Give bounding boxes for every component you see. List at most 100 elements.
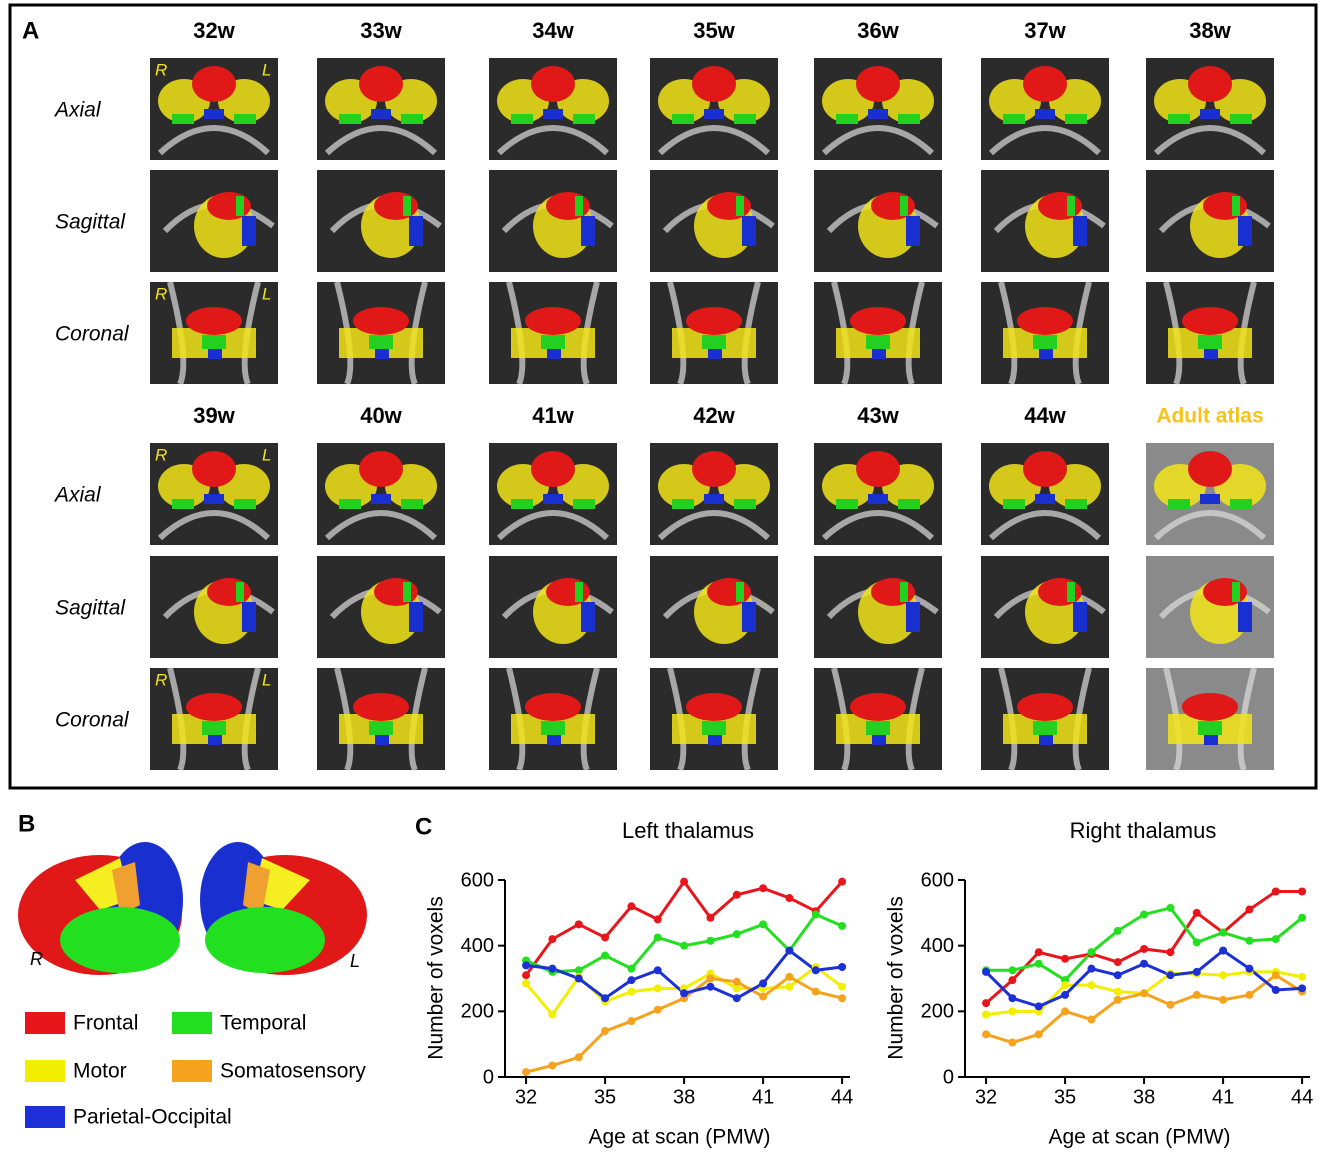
data-point [1219, 996, 1227, 1004]
region [172, 114, 194, 124]
legend-label: Temporal [220, 1012, 306, 1035]
legend-swatch [172, 1060, 212, 1082]
data-point [548, 965, 556, 973]
brain-slice [317, 282, 445, 384]
brain-slice [1146, 668, 1274, 770]
y-tick-label: 0 [943, 1066, 954, 1088]
orientation-label: L [262, 60, 271, 79]
region [541, 721, 565, 735]
region [353, 307, 409, 335]
region [207, 578, 251, 606]
data-point [522, 979, 530, 987]
region [339, 114, 361, 124]
data-point [706, 914, 714, 922]
region [704, 109, 724, 119]
region [702, 721, 726, 735]
brain-slice [150, 443, 278, 545]
data-point [1272, 887, 1280, 895]
data-point [1061, 991, 1069, 999]
data-point [838, 983, 846, 991]
brain-slice [317, 443, 445, 545]
data-point [1114, 988, 1122, 996]
week-label: 40w [360, 403, 402, 428]
region [1023, 66, 1067, 102]
region [401, 114, 423, 124]
region [1204, 735, 1218, 745]
region [707, 578, 751, 606]
region [734, 499, 756, 509]
region [1232, 582, 1240, 602]
data-point [1114, 927, 1122, 935]
data-point [1087, 981, 1095, 989]
x-tick-label: 38 [673, 1086, 695, 1108]
data-point [522, 1068, 530, 1076]
brain-slice [814, 556, 942, 658]
data-point [680, 989, 688, 997]
region [702, 335, 726, 349]
region [836, 114, 858, 124]
region [234, 499, 256, 509]
brain-slice [1146, 170, 1274, 272]
data-point [982, 1011, 990, 1019]
y-tick-label: 200 [921, 1001, 954, 1023]
week-label: 39w [193, 403, 235, 428]
region [1067, 196, 1075, 216]
data-point [1298, 984, 1306, 992]
region [1200, 494, 1220, 504]
data-point [838, 878, 846, 886]
region [1182, 693, 1238, 721]
region [531, 451, 575, 487]
region [541, 335, 565, 349]
data-point [1166, 904, 1174, 912]
series-line [986, 908, 1302, 980]
data-point [1193, 968, 1201, 976]
region [868, 109, 888, 119]
data-point [733, 891, 741, 899]
region [511, 114, 533, 124]
region [575, 582, 583, 602]
data-point [759, 993, 767, 1001]
region [871, 192, 915, 220]
y-tick-label: 600 [461, 869, 494, 891]
data-point [982, 968, 990, 976]
region [898, 499, 920, 509]
data-point [812, 988, 820, 996]
region [692, 451, 736, 487]
data-point [654, 933, 662, 941]
legend-label: Parietal-Occipital [73, 1106, 232, 1129]
data-point [548, 1062, 556, 1070]
region [1198, 335, 1222, 349]
data-point [1114, 996, 1122, 1004]
data-point [601, 952, 609, 960]
region [1073, 602, 1087, 632]
region [192, 66, 236, 102]
region [1033, 335, 1057, 349]
region [1038, 192, 1082, 220]
data-point [1193, 938, 1201, 946]
legend-swatch [25, 1012, 65, 1034]
brain-slice [650, 170, 778, 272]
y-tick-label: 0 [483, 1066, 494, 1088]
week-label: 32w [193, 18, 235, 43]
region [511, 499, 533, 509]
region [186, 307, 242, 335]
region [898, 114, 920, 124]
region [546, 578, 590, 606]
region [1200, 109, 1220, 119]
region [403, 196, 411, 216]
data-point [1298, 914, 1306, 922]
region [234, 114, 256, 124]
x-tick-label: 41 [1212, 1086, 1234, 1108]
region [1204, 349, 1218, 359]
brain-slice [981, 58, 1109, 160]
region [1203, 192, 1247, 220]
data-point [1219, 947, 1227, 955]
region [581, 216, 595, 246]
region [242, 602, 256, 632]
data-point [1272, 986, 1280, 994]
region [1033, 721, 1057, 735]
atlas-label: Adult atlas [1156, 405, 1263, 428]
region [1230, 114, 1252, 124]
brain-slice [981, 170, 1109, 272]
x-tick-label: 41 [752, 1086, 774, 1108]
